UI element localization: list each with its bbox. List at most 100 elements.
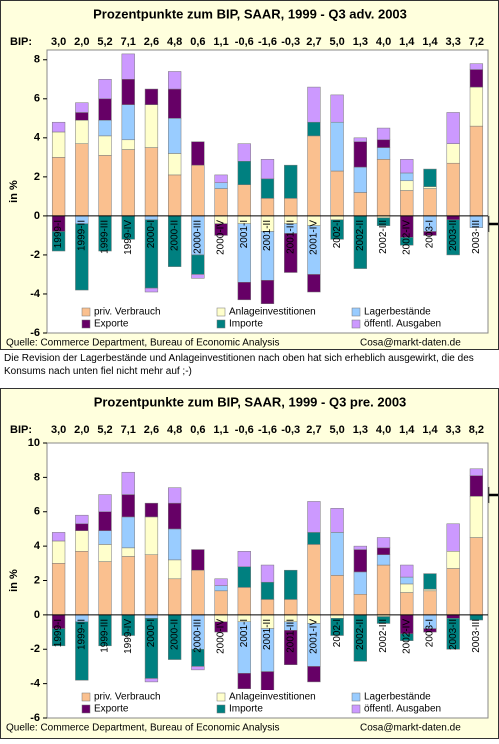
- bar-segment: [51, 131, 66, 158]
- bar-segment: [260, 159, 275, 180]
- legend-label: Lagerbestände: [364, 692, 431, 703]
- bar-segment: [75, 223, 89, 291]
- bar-segment: [307, 121, 321, 137]
- bip-value: 5,0: [329, 424, 344, 436]
- bar-segment: [423, 188, 437, 217]
- bar-segment: [446, 618, 460, 650]
- bar-segment: [75, 621, 89, 681]
- bar-segment: [400, 583, 414, 593]
- legend-swatch: [81, 692, 91, 702]
- bar-segment: [376, 217, 391, 226]
- bar-segment: [98, 135, 112, 156]
- bar-segment: [376, 127, 391, 141]
- bar-segment: [330, 575, 344, 616]
- legend-label: Anlageinvestitionen: [229, 307, 316, 318]
- bar-segment: [75, 120, 89, 144]
- x-tick-label: 2001-II: [262, 619, 273, 650]
- bar-segment: [51, 532, 66, 542]
- bar-segment: [376, 537, 391, 549]
- x-tick-label: 2003-I: [425, 619, 436, 647]
- bar-segment: [191, 549, 205, 571]
- bar-segment: [121, 79, 135, 105]
- bar-segment: [75, 102, 89, 113]
- note-box: Die Revision der Lagerbestände und Anlag…: [4, 353, 474, 377]
- bar-segment: [237, 160, 251, 185]
- bar-segment: [284, 233, 298, 273]
- bip-value: 8,2: [469, 424, 484, 436]
- note: Die Revision der Lagerbestände und Anlag…: [4, 353, 474, 377]
- bar-segment: [168, 528, 182, 561]
- legend-label: priv. Verbrauch: [94, 692, 161, 703]
- bar-segment: [144, 502, 159, 518]
- bar-segment: [400, 180, 414, 191]
- bip-value: 5,0: [329, 36, 344, 48]
- bar-segment: [237, 143, 251, 162]
- y-tick-label: 2: [34, 171, 40, 183]
- x-tick-label: 2000-IV: [216, 220, 227, 255]
- contact: Cosa@markt-daten.de: [360, 723, 461, 734]
- legend-swatch: [81, 704, 91, 714]
- bar-segment: [75, 112, 89, 121]
- bip-value: 1,4: [422, 424, 438, 436]
- bar-segment: [446, 551, 460, 569]
- bar-segment: [237, 184, 251, 217]
- legend-swatch: [351, 319, 361, 329]
- bip-value: 4,8: [167, 424, 182, 436]
- bar-segment: [353, 141, 367, 168]
- legend-swatch: [216, 704, 226, 714]
- bar-segment: [330, 121, 344, 172]
- bar-segment: [446, 162, 460, 217]
- y-tick-label: 4: [34, 540, 41, 552]
- bar-segment: [260, 280, 275, 304]
- bar-segment: [307, 274, 321, 293]
- bar-segment: [121, 53, 135, 80]
- bar-segment: [168, 559, 182, 580]
- bar-segment: [168, 487, 182, 504]
- y-tick-label: 2: [34, 574, 40, 586]
- bar-segment: [98, 98, 112, 121]
- bar-segment: [307, 135, 321, 217]
- bar-segment: [51, 563, 66, 616]
- bar-segment: [376, 547, 391, 555]
- y-tick-label: 4: [34, 132, 41, 144]
- bar-segment: [376, 139, 391, 148]
- x-tick-label: 2003-II: [448, 619, 459, 650]
- x-tick-label: 2002-II: [355, 220, 366, 251]
- x-tick-label: 2003-II: [448, 220, 459, 251]
- bar-segment: [284, 198, 298, 217]
- y-tick-label: -4: [30, 288, 41, 300]
- bip-value: 0,6: [190, 424, 205, 436]
- bar-segment: [423, 573, 437, 590]
- bip-value: 2,7: [306, 36, 321, 48]
- bar-segment: [353, 166, 367, 193]
- bar-segment: [446, 143, 460, 164]
- legend-swatch: [351, 704, 361, 714]
- bar-segment: [446, 215, 460, 221]
- bar-segment: [144, 104, 159, 148]
- x-tick-label: 2002-I: [332, 220, 343, 248]
- bar-segment: [446, 112, 460, 144]
- bar-segment: [423, 590, 437, 616]
- x-tick-label: 2001-I: [239, 220, 250, 248]
- bar-segment: [214, 223, 228, 236]
- bar-segment: [191, 569, 205, 616]
- bar-segment: [144, 678, 159, 683]
- bar-segment: [353, 192, 367, 217]
- bar-segment: [260, 671, 275, 693]
- bar-segment: [307, 532, 321, 545]
- bip-value: 4,8: [167, 36, 182, 48]
- bar-segment: [75, 530, 89, 552]
- y-tick-label: 8: [34, 54, 40, 66]
- bar-segment: [168, 578, 182, 616]
- bar-segment: [400, 237, 414, 246]
- bar-segment: [214, 621, 228, 633]
- x-tick-label: 1999-I: [53, 220, 64, 248]
- bar-segment: [376, 554, 391, 566]
- bar-segment: [191, 666, 205, 671]
- x-tick-label: 1999-I: [53, 619, 64, 647]
- y-tick-label: 0: [34, 609, 40, 621]
- bar-segment: [144, 215, 159, 221]
- y-tick-label: 6: [34, 93, 40, 105]
- bip-value: 2,0: [74, 424, 89, 436]
- bar-segment: [98, 530, 112, 545]
